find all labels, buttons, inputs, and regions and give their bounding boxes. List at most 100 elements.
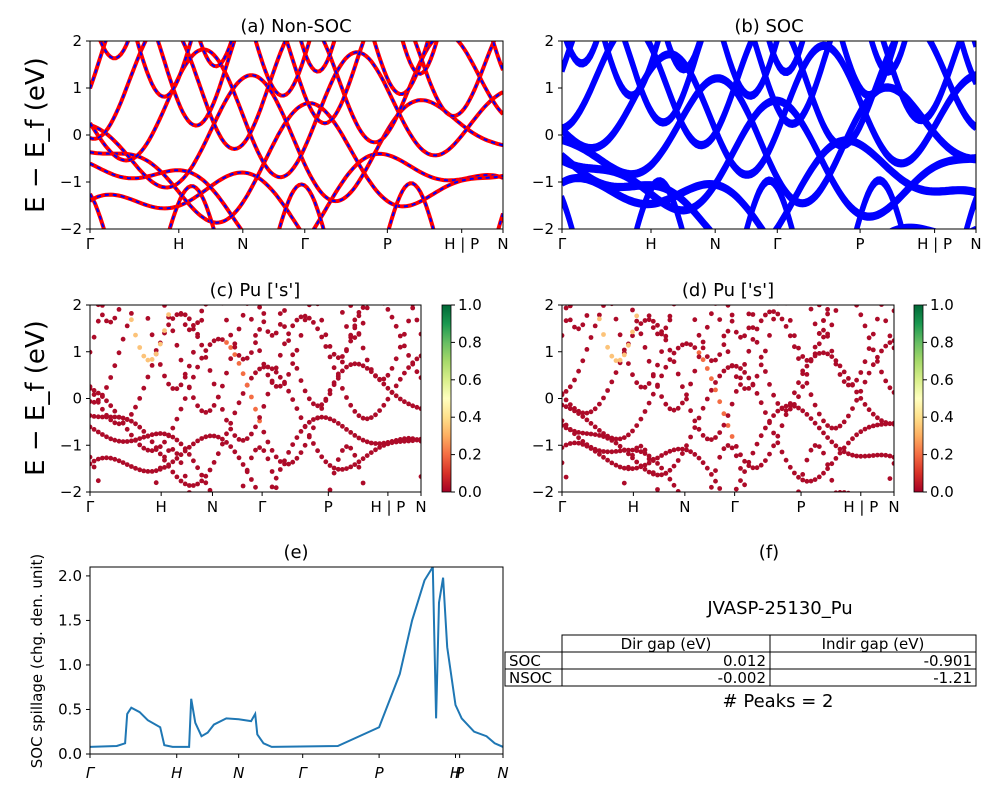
band-point <box>887 385 893 391</box>
band-point <box>717 263 722 268</box>
band-point <box>767 309 772 315</box>
band-point <box>294 317 300 323</box>
band-point <box>215 394 221 400</box>
band-point <box>166 322 172 328</box>
band-point <box>621 447 627 453</box>
band-point <box>191 441 196 447</box>
band-point <box>191 323 196 328</box>
band-point <box>725 305 731 308</box>
band-point <box>675 489 681 492</box>
band-point <box>381 381 387 387</box>
band-point <box>373 536 378 541</box>
band-point <box>323 398 329 403</box>
band-point <box>232 264 237 269</box>
band-point <box>800 472 806 477</box>
band-point <box>576 440 581 446</box>
band-point <box>112 315 118 321</box>
panel-e: (e) SOC spillage (chg. den. unit) 2.01.5… <box>28 542 509 782</box>
band-point <box>340 368 345 374</box>
band-point <box>663 333 669 339</box>
band-point <box>709 484 714 490</box>
band-point <box>340 467 345 472</box>
band-point <box>207 487 213 492</box>
band-point <box>286 461 291 467</box>
table-row-nsoc-dir: -0.002 <box>718 669 766 687</box>
band-point <box>344 505 349 510</box>
panel-e-axes: 2.01.51.00.50.0Γ H N Γ P HP N <box>58 567 508 782</box>
band-point <box>162 328 167 333</box>
band-point <box>684 572 689 577</box>
band-point <box>170 316 176 321</box>
band-point <box>269 484 275 490</box>
band-point <box>696 350 702 356</box>
band-point <box>265 391 271 397</box>
band-point <box>286 533 291 538</box>
band-point <box>838 290 843 295</box>
band-point <box>406 401 411 407</box>
band-point <box>270 515 275 520</box>
band-point <box>850 452 855 458</box>
panel-c-ylabel: E − E_f (eV) <box>21 320 51 476</box>
band-point <box>175 298 180 303</box>
band-point <box>406 236 411 241</box>
band-point <box>751 520 756 525</box>
band-point <box>601 564 606 569</box>
band-point <box>787 401 793 406</box>
table-row-soc-label: SOC <box>509 652 541 670</box>
band-point <box>104 412 109 418</box>
band-point <box>684 239 689 244</box>
band-point <box>377 246 382 251</box>
panel-b-xtick-label: Γ <box>773 235 782 253</box>
band-point <box>788 532 793 537</box>
band-point <box>311 320 316 325</box>
band-point <box>328 518 333 523</box>
band-point <box>174 437 180 443</box>
band-point <box>249 431 254 437</box>
band-point <box>174 386 180 392</box>
band-point <box>393 383 399 389</box>
band-point <box>613 462 619 468</box>
band-point <box>758 433 764 439</box>
band-point <box>306 305 312 308</box>
band-point <box>377 376 382 382</box>
band-point <box>179 261 184 266</box>
band-point <box>688 258 693 263</box>
band-point <box>91 334 97 340</box>
band-point <box>875 235 880 240</box>
band-point <box>216 238 221 243</box>
band-point <box>580 546 585 551</box>
band-point <box>348 503 353 508</box>
band-point <box>149 448 155 454</box>
band-point <box>170 469 176 475</box>
band-point <box>846 413 851 419</box>
band-point <box>692 317 698 323</box>
band-point <box>186 384 192 390</box>
band-point <box>696 354 702 360</box>
band-point <box>692 556 697 561</box>
band-point <box>763 566 768 571</box>
panel-c-ytick-label: 0 <box>72 390 82 408</box>
band-point <box>833 361 839 367</box>
band-point <box>240 483 246 489</box>
band-point <box>100 392 105 398</box>
band-point <box>841 449 847 455</box>
band-point <box>875 422 880 428</box>
band-point <box>112 363 118 369</box>
band-point <box>725 423 731 428</box>
band-point <box>834 496 839 501</box>
band-point <box>153 348 159 353</box>
band-point <box>667 476 673 482</box>
band-point <box>663 337 669 343</box>
band-point <box>626 464 631 470</box>
band-point <box>704 354 710 359</box>
band-point <box>124 323 130 329</box>
band-point <box>655 472 660 478</box>
band-point <box>215 336 221 342</box>
band-point <box>290 352 296 358</box>
band-point <box>360 320 366 326</box>
band-point <box>282 308 287 313</box>
band-point <box>576 238 581 243</box>
band-point <box>323 415 329 420</box>
band-point <box>783 324 789 329</box>
band-point <box>120 336 126 342</box>
